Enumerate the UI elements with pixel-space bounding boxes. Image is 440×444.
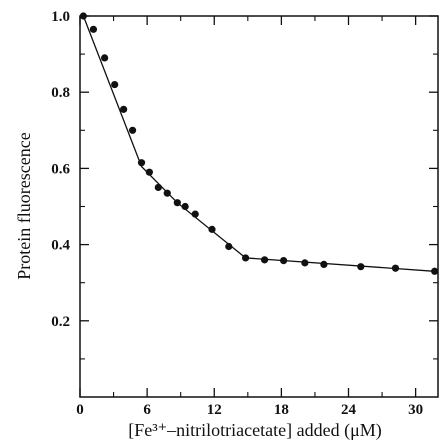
ticks [79, 15, 438, 397]
data-point [128, 126, 137, 134]
fit-line [82, 15, 435, 272]
data-point [101, 54, 109, 62]
x-tick-label: 0 [76, 402, 84, 418]
data-point [137, 159, 146, 167]
data-point [208, 225, 216, 233]
data-point [260, 256, 269, 264]
x-tick-label: 24 [341, 402, 357, 418]
data-point [391, 264, 400, 272]
tick-labels: 0 6 12 18 24 30 0.2 0.4 0.6 0.8 1.0 [51, 9, 423, 418]
data-point [225, 242, 233, 251]
x-axis-label: [Fe³⁺–nitrilotriacetate] added (μM) [128, 420, 381, 441]
x-tick-label: 18 [274, 402, 289, 418]
data-point [431, 267, 439, 275]
y-axis-label: Protein fluorescence [14, 132, 34, 279]
data-point [111, 80, 119, 89]
data-point [241, 254, 250, 262]
data-point [120, 105, 128, 113]
x-tick-label: 30 [408, 402, 423, 418]
x-tick-label: 12 [207, 402, 222, 418]
data-point [181, 202, 189, 211]
data-point [301, 259, 309, 267]
data-point [320, 260, 328, 269]
data-point [89, 25, 98, 33]
y-tick-label: 0.4 [51, 238, 70, 254]
data-point [191, 210, 199, 218]
data-point [79, 12, 87, 20]
data-point [163, 189, 171, 197]
y-tick-label: 0.6 [51, 161, 70, 177]
data-point [357, 263, 365, 271]
y-tick-label: 0.2 [51, 314, 70, 330]
data-points [79, 12, 439, 275]
data-point [154, 183, 162, 192]
data-point [173, 199, 181, 207]
y-tick-label: 0.8 [51, 85, 70, 101]
y-tick-label: 1.0 [51, 9, 70, 25]
data-point [145, 168, 153, 176]
data-point [280, 257, 288, 265]
x-tick-label: 6 [143, 402, 151, 418]
plot-frame [79, 15, 439, 398]
